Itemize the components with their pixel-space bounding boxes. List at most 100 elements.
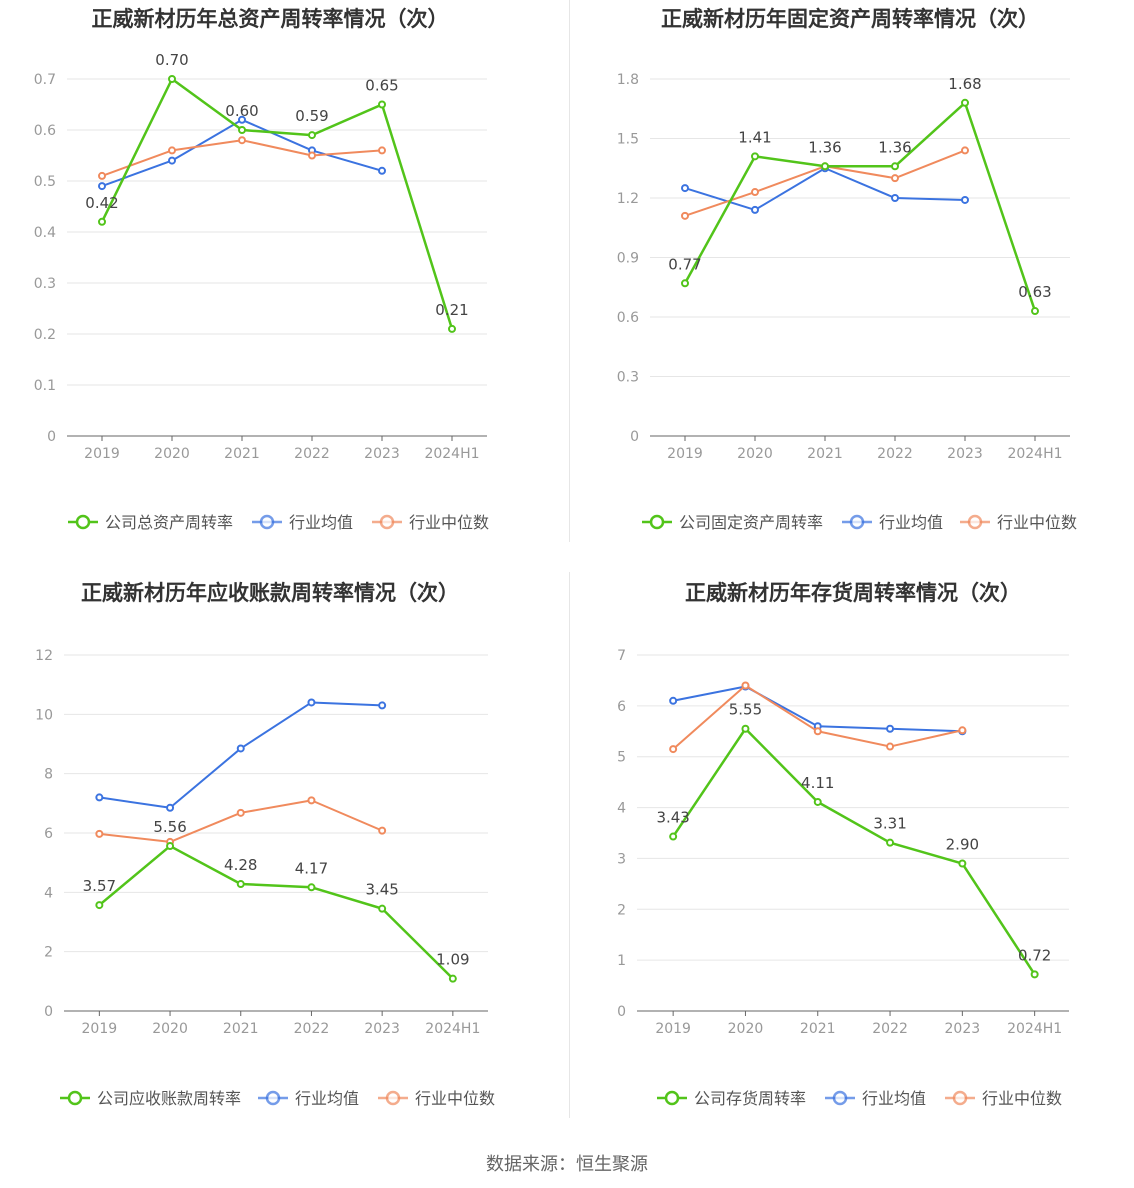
median-point	[95, 829, 104, 838]
company-series-line	[98, 844, 454, 980]
legend-marker	[967, 514, 983, 530]
legend-label: 公司应收账款周转率	[97, 1089, 241, 1108]
x-tick-label: 2020	[728, 1021, 764, 1037]
y-tick-label: 0.3	[617, 370, 639, 386]
company-series-line	[100, 77, 454, 330]
x-tick-label: 2024H1	[1007, 446, 1062, 462]
x-tick-label: 2021	[800, 1021, 836, 1037]
y-tick-label: 12	[35, 648, 53, 664]
x-tick-label: 2022	[877, 446, 913, 462]
avg-point	[681, 184, 689, 193]
y-tick-label: 1.2	[617, 191, 639, 207]
median-point	[308, 151, 316, 160]
avg-point	[307, 698, 316, 707]
total-asset-turnover-chart: 正威新材历年总资产周转率情况（次） 0 0.1 0.2 0.3 0.4 0.5 0.6 0.7 2…	[34, 7, 489, 532]
legend-marker	[832, 1090, 848, 1106]
data-label: 4.11	[801, 774, 834, 792]
company-point	[886, 838, 895, 847]
x-tick-label: 2023	[945, 1021, 981, 1037]
data-label: 4.17	[295, 859, 328, 877]
legend-label: 行业中位数	[415, 1089, 495, 1108]
avg-point	[238, 115, 246, 124]
company-point	[307, 883, 316, 892]
y-tick-label: 1	[617, 953, 626, 969]
legend-marker	[664, 1090, 680, 1106]
y-tick-label: 0.6	[617, 310, 639, 326]
data-label: 3.31	[873, 815, 906, 833]
y-tick-label: 0.5	[34, 174, 56, 190]
legend-label: 公司总资产周转率	[105, 513, 233, 532]
data-label: 1.36	[808, 138, 841, 156]
data-label: 0.42	[85, 194, 118, 212]
data-source-note: 数据来源：恒生聚源	[486, 1154, 648, 1175]
y-tick-label: 0.2	[34, 327, 56, 343]
y-tick-label: 6	[44, 826, 53, 842]
x-tick-label: 2020	[737, 446, 773, 462]
y-tick-label: 4	[44, 885, 53, 901]
company-series-line	[683, 101, 1037, 312]
median-point	[378, 826, 387, 835]
data-label: 0.21	[435, 301, 468, 319]
company-point	[751, 152, 759, 161]
legend-label: 行业均值	[289, 513, 353, 532]
data-label: 4.28	[224, 856, 257, 874]
median-point	[669, 745, 678, 754]
legend-item-avg: 行业均值	[252, 513, 353, 532]
legend-item-avg: 行业均值	[258, 1089, 359, 1108]
company-point	[1030, 970, 1039, 979]
x-tick-label: 2023	[364, 446, 400, 462]
x-tick-label: 2021	[807, 446, 843, 462]
median-series-line	[672, 684, 963, 750]
median-point	[958, 726, 967, 735]
median-point	[741, 681, 750, 690]
median-point	[886, 742, 895, 751]
legend-label: 行业中位数	[409, 513, 489, 532]
y-tick-label: 5	[617, 750, 626, 766]
avg-point	[751, 205, 759, 214]
legend-item-company: 公司总资产周转率	[68, 513, 233, 532]
legend-marker	[385, 1090, 401, 1106]
fixed-asset-turnover-chart: 正威新材历年固定资产周转率情况（次） 0 0.3 0.6 0.9 1.2 1.5 1.8 201…	[617, 7, 1077, 532]
data-label: 5.56	[153, 818, 186, 836]
data-label: 0.63	[1018, 283, 1051, 301]
x-tick-label: 2020	[154, 446, 190, 462]
legend-label: 行业均值	[295, 1089, 359, 1108]
median-point	[961, 146, 969, 155]
avg-point	[961, 195, 969, 204]
avg-point	[168, 156, 176, 165]
legend-marker	[67, 1090, 83, 1106]
y-tick-label: 0.6	[34, 123, 56, 139]
legend-item-median: 行业中位数	[372, 513, 489, 532]
x-tick-label: 2019	[82, 1021, 118, 1037]
y-tick-label: 1.8	[617, 72, 639, 88]
x-tick-label: 2022	[294, 446, 330, 462]
y-tick-label: 0.7	[34, 72, 56, 88]
legend-label: 公司存货周转率	[694, 1089, 806, 1108]
y-tick-label: 2	[44, 945, 53, 961]
data-label: 0.60	[225, 102, 258, 120]
data-label: 5.55	[729, 701, 762, 719]
company-point	[238, 126, 246, 134]
y-tick-label: 8	[44, 767, 53, 783]
y-tick-label: 0	[44, 1004, 53, 1020]
x-tick-label: 2022	[872, 1021, 908, 1037]
x-tick-label: 2024H1	[425, 1021, 480, 1037]
avg-point	[886, 724, 895, 733]
median-point	[681, 211, 689, 220]
company-point	[741, 724, 750, 733]
company-point	[961, 98, 969, 107]
legend-item-company: 公司应收账款周转率	[60, 1089, 241, 1108]
company-series-line	[672, 727, 1036, 976]
x-tick-label: 2019	[667, 446, 703, 462]
chart-title: 正威新材历年固定资产周转率情况（次）	[661, 7, 1039, 31]
company-point	[669, 832, 678, 841]
y-tick-label: 0	[617, 1004, 626, 1020]
chart-title: 正威新材历年总资产周转率情况（次）	[92, 7, 449, 31]
legend-item-median: 行业中位数	[945, 1089, 1062, 1108]
data-label: 3.57	[83, 877, 116, 895]
y-tick-label: 1.5	[617, 132, 639, 148]
legend-marker	[849, 514, 865, 530]
legend-item-median: 行业中位数	[960, 513, 1077, 532]
data-label: 0.77	[668, 255, 701, 273]
legend-label: 行业均值	[879, 513, 943, 532]
